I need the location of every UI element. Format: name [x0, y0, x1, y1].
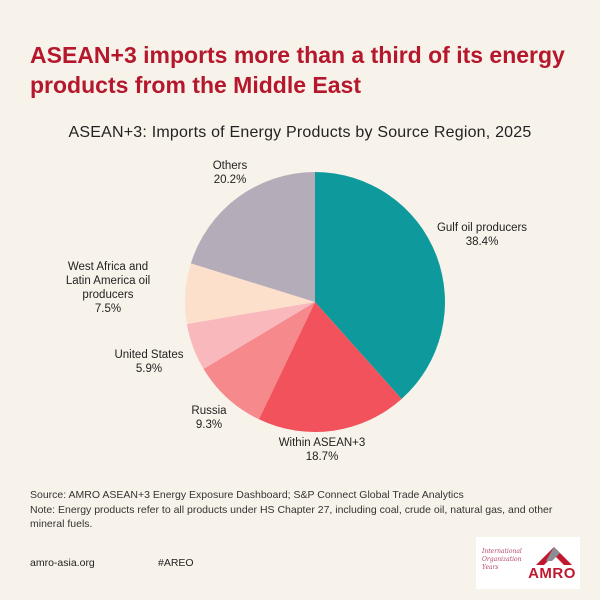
amro-logo: International Organization Years AMRO	[476, 537, 580, 589]
slice-value-label: 7.5%	[95, 303, 121, 315]
chart-title: ASEAN+3: Imports of Energy Products by S…	[68, 124, 532, 141]
slice-value-label: 20.2%	[214, 174, 247, 186]
slice-value-label: 9.3%	[196, 419, 222, 431]
pie-slice-others	[190, 172, 315, 302]
definition-note: Note: Energy products refer to all produ…	[30, 503, 553, 531]
amro-mark-icon	[536, 547, 572, 565]
website-link[interactable]: amro-asia.org	[30, 557, 95, 569]
headline: ASEAN+3 imports more than a third of its…	[30, 42, 565, 98]
hashtag[interactable]: #AREO	[158, 557, 194, 569]
slice-value-label: 38.4%	[466, 236, 499, 248]
slice-label: United States 5.9%	[114, 349, 183, 375]
logo-script-text: International Organization Years	[482, 548, 522, 571]
slice-value-label: 5.9%	[136, 363, 162, 375]
slice-label: Others 20.2%	[213, 160, 248, 186]
slice-value-label: 18.7%	[306, 451, 339, 463]
slice-label: Within ASEAN+3 18.7%	[279, 437, 366, 463]
slice-label: West Africa and Latin America oil producer…	[66, 261, 150, 315]
slice-label: Russia 9.3%	[191, 405, 227, 431]
source-note: Source: AMRO ASEAN+3 Energy Exposure Das…	[30, 489, 464, 501]
slice-label: Gulf oil producers 38.4%	[437, 222, 527, 248]
amro-wordmark: AMRO	[528, 565, 576, 582]
pie-slice-within-asean-3	[258, 302, 402, 433]
pie-slice-gulf-oil-producers	[315, 172, 445, 399]
pie-slice-west-africa-and-latin-america-oil-producers	[185, 263, 315, 324]
pie-slice-united-states	[186, 302, 315, 369]
chart-notes: Source: AMRO ASEAN+3 Energy Exposure Das…	[30, 488, 575, 532]
pie-slice-russia	[203, 302, 315, 420]
